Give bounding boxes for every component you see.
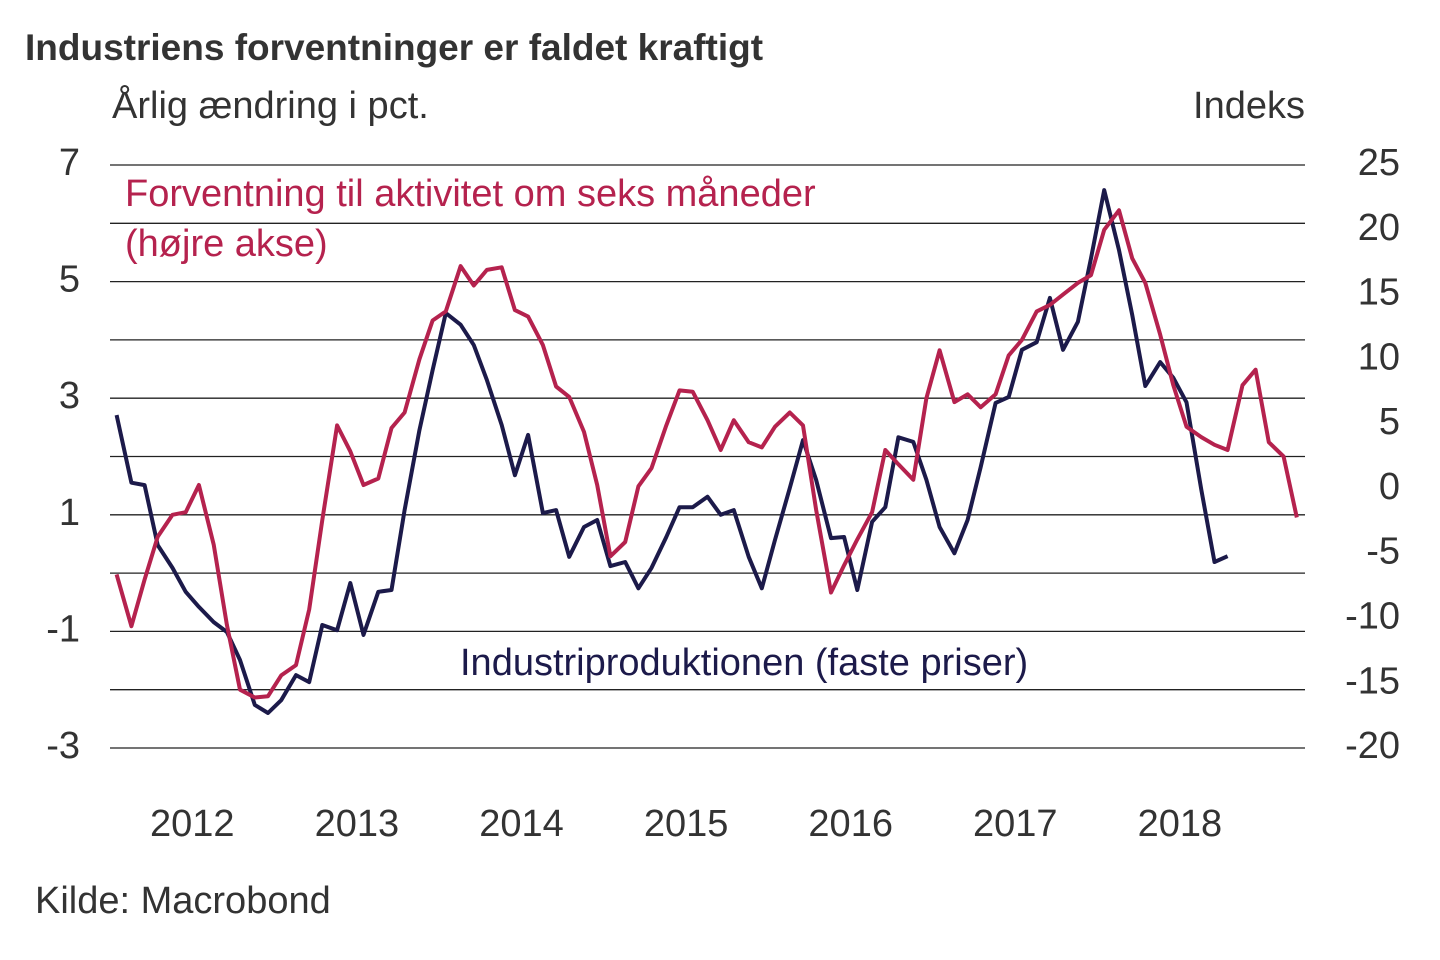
y2-tick-label: -10 <box>1345 595 1400 637</box>
y-tick-label: 3 <box>59 375 80 417</box>
y2-tick-label: -20 <box>1345 725 1400 767</box>
x-tick-label: 2016 <box>808 803 893 845</box>
series-label: Forventning til aktivitet om seks månede… <box>125 173 816 215</box>
x-tick-label: 2013 <box>315 803 400 845</box>
y2-tick-label: 0 <box>1379 466 1400 508</box>
chart-title: Industriens forventninger er faldet kraf… <box>25 27 763 68</box>
y-tick-label: 7 <box>59 142 80 184</box>
x-tick-label: 2014 <box>479 803 564 845</box>
y2-tick-label: 25 <box>1358 142 1400 184</box>
x-tick-label: 2012 <box>150 803 235 845</box>
y2-tick-label: 20 <box>1358 207 1400 249</box>
y2-tick-label: 15 <box>1358 272 1400 314</box>
series-line <box>114 188 1229 715</box>
y-tick-label: 1 <box>59 492 80 534</box>
x-tick-label: 2017 <box>973 803 1058 845</box>
x-tick-label: 2015 <box>644 803 729 845</box>
y2-tick-label: -15 <box>1345 660 1400 702</box>
y2-tick-label: -5 <box>1366 531 1400 573</box>
y-tick-label: -3 <box>46 725 80 767</box>
y-tick-label: -1 <box>46 608 80 650</box>
annotation: (højre akse) <box>125 223 328 265</box>
y-tick-label: 5 <box>59 259 80 301</box>
y-axis-label: Årlig ændring i pct. <box>112 83 429 127</box>
x-tick-label: 2018 <box>1138 803 1223 845</box>
source: Kilde: Macrobond <box>35 880 331 922</box>
series-label: Industriproduktionen (faste priser) <box>460 642 1028 684</box>
series-line <box>114 208 1299 700</box>
y2-axis-label: Indeks <box>1193 85 1305 127</box>
y2-tick-label: 5 <box>1379 401 1400 443</box>
y2-tick-label: 10 <box>1358 336 1400 378</box>
